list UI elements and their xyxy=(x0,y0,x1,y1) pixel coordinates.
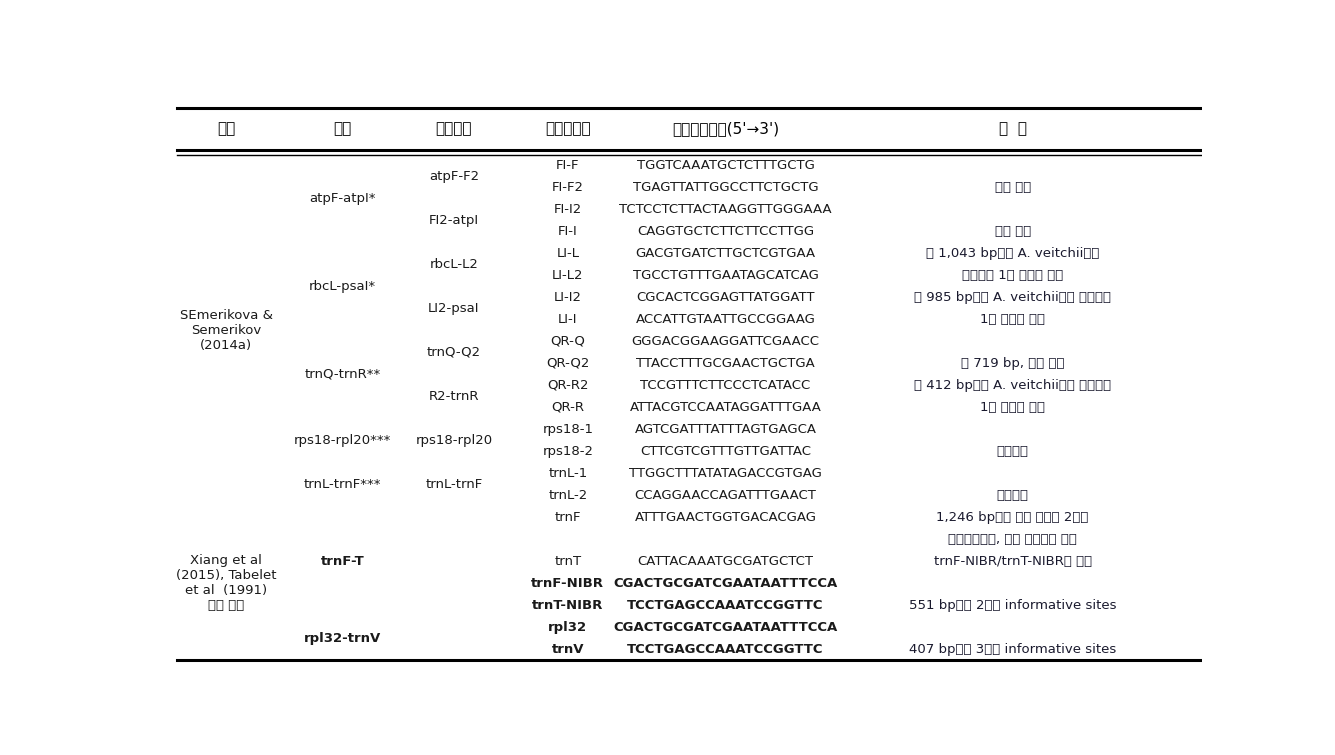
Text: LI-L2: LI-L2 xyxy=(553,269,583,282)
Text: FI-F: FI-F xyxy=(557,159,579,172)
Text: CATTACAAATGCGATGCTCT: CATTACAAATGCGATGCTCT xyxy=(638,555,813,568)
Text: TCCGTTTCTTCCCTCATACC: TCCGTTTCTTCCCTCATACC xyxy=(641,379,810,392)
Text: 증폭 실패: 증폭 실패 xyxy=(995,225,1031,238)
Text: TTACCTTTGCGAACTGCTGA: TTACCTTTGCGAACTGCTGA xyxy=(637,357,814,370)
Text: LI2-psaI: LI2-psaI xyxy=(429,302,479,315)
Text: 총 985 bp에서 A. veitchii만을 구분하는: 총 985 bp에서 A. veitchii만을 구분하는 xyxy=(914,291,1111,304)
Text: trnL-trnF***: trnL-trnF*** xyxy=(304,478,382,491)
Text: ATTTGAACTGGTGACACGAG: ATTTGAACTGGTGACACGAG xyxy=(634,511,817,524)
Text: Xiang et al
(2015), Tabelet
et al  (1991)
이번 연구: Xiang et al (2015), Tabelet et al (1991)… xyxy=(176,554,276,612)
Text: 발견되었으나, 실험 용이성을 위해: 발견되었으나, 실험 용이성을 위해 xyxy=(948,533,1077,546)
Text: FI-I2: FI-I2 xyxy=(554,203,582,216)
Text: rbcL-psaI*: rbcL-psaI* xyxy=(310,280,376,293)
Text: 프라이머서열(5'→3'): 프라이머서열(5'→3') xyxy=(672,122,780,137)
Text: 총 1,043 bp에서 A. veitchii만을: 총 1,043 bp에서 A. veitchii만을 xyxy=(926,247,1099,260)
Text: trnF-NIBR/trnT-NIBR을 사용: trnF-NIBR/trnT-NIBR을 사용 xyxy=(933,555,1092,568)
Text: CAGGTGCTCTTCTTCCTTGG: CAGGTGCTCTTCTTCCTTGG xyxy=(637,225,814,238)
Text: trnL-1: trnL-1 xyxy=(549,467,587,480)
Text: SEmerikova &
Semerikov
(2014a): SEmerikova & Semerikov (2014a) xyxy=(180,309,272,352)
Text: trnQ-Q2: trnQ-Q2 xyxy=(427,346,481,359)
Text: 증폭 실패: 증폭 실패 xyxy=(995,181,1031,194)
Text: LI-I: LI-I xyxy=(558,313,578,326)
Text: 증폭실패: 증폭실패 xyxy=(997,489,1029,502)
Text: atpF-atpI*: atpF-atpI* xyxy=(310,192,376,205)
Text: R2-trnR: R2-trnR xyxy=(429,390,479,403)
Text: ATTACGTCCAATAGGATTTGAA: ATTACGTCCAATAGGATTTGAA xyxy=(630,401,821,414)
Text: trnL-trnF: trnL-trnF xyxy=(426,478,483,491)
Text: CGCACTCGGAGTTATGGATT: CGCACTCGGAGTTATGGATT xyxy=(637,291,814,304)
Text: trnT: trnT xyxy=(554,555,581,568)
Text: rps18-rpl20: rps18-rpl20 xyxy=(415,434,493,447)
Text: 1개 싸이트 발견: 1개 싸이트 발견 xyxy=(980,313,1045,326)
Text: AGTCGATTTATTTAGTGAGCA: AGTCGATTTATTTAGTGAGCA xyxy=(634,423,817,436)
Text: 551 bp에서 2개의 informative sites: 551 bp에서 2개의 informative sites xyxy=(909,599,1116,612)
Text: atpF-F2: atpF-F2 xyxy=(429,170,479,183)
Text: TGAGTTATTGGCCTTCTGCTG: TGAGTTATTGGCCTTCTGCTG xyxy=(633,181,818,194)
Text: 1개 싸이트 발견: 1개 싸이트 발견 xyxy=(980,401,1045,414)
Text: trnT-NIBR: trnT-NIBR xyxy=(533,599,603,612)
Text: FI2-atpI: FI2-atpI xyxy=(429,214,479,227)
Text: ACCATTGTAATTGCCGGAAG: ACCATTGTAATTGCCGGAAG xyxy=(635,313,816,326)
Text: 증폭실패: 증폭실패 xyxy=(997,445,1029,458)
Text: trnQ-trnR**: trnQ-trnR** xyxy=(304,368,380,381)
Text: 구분하는 1개 싸이트 발견: 구분하는 1개 싸이트 발견 xyxy=(963,269,1063,282)
Text: CGACTGCGATCGAATAATTTCCA: CGACTGCGATCGAATAATTTCCA xyxy=(614,577,837,590)
Text: rbcL-L2: rbcL-L2 xyxy=(430,258,478,271)
Text: QR-Q2: QR-Q2 xyxy=(546,357,590,370)
Text: GACGTGATCTTGCTCGTGAA: GACGTGATCTTGCTCGTGAA xyxy=(635,247,816,260)
Text: 구간: 구간 xyxy=(334,122,352,137)
Text: rpl32-trnV: rpl32-trnV xyxy=(304,632,382,645)
Text: rpl32: rpl32 xyxy=(549,621,587,634)
Text: trnL-2: trnL-2 xyxy=(549,489,587,502)
Text: trnF: trnF xyxy=(554,511,581,524)
Text: trnF-NIBR: trnF-NIBR xyxy=(531,577,605,590)
Text: QR-R2: QR-R2 xyxy=(547,379,589,392)
Text: TTGGCTTTATATAGACCGTGAG: TTGGCTTTATATAGACCGTGAG xyxy=(629,467,822,480)
Text: LI-L: LI-L xyxy=(557,247,579,260)
Text: 출처: 출처 xyxy=(218,122,235,137)
Text: 비  고: 비 고 xyxy=(999,122,1027,137)
Text: rps18-1: rps18-1 xyxy=(542,423,593,436)
Text: GGGACGGAAGGATTCGAACC: GGGACGGAAGGATTCGAACC xyxy=(631,335,820,348)
Text: 프라이머명: 프라이머명 xyxy=(545,122,590,137)
Text: CTTCGTCGTTTGTTGATTAC: CTTCGTCGTTTGTTGATTAC xyxy=(639,445,812,458)
Text: rps18-rpl20***: rps18-rpl20*** xyxy=(294,434,391,447)
Text: 407 bp에서 3개의 informative sites: 407 bp에서 3개의 informative sites xyxy=(909,643,1116,656)
Text: TGGTCAAATGCTCTTTGCTG: TGGTCAAATGCTCTTTGCTG xyxy=(637,159,814,172)
Text: QR-R: QR-R xyxy=(551,401,585,414)
Text: TCCTGAGCCAAATCCGGTTC: TCCTGAGCCAAATCCGGTTC xyxy=(627,643,824,656)
Text: LI-I2: LI-I2 xyxy=(554,291,582,304)
Text: rps18-2: rps18-2 xyxy=(542,445,593,458)
Text: TCCTGAGCCAAATCCGGTTC: TCCTGAGCCAAATCCGGTTC xyxy=(627,599,824,612)
Text: trnV: trnV xyxy=(551,643,583,656)
Text: 총 719 bp, 변이 없음: 총 719 bp, 변이 없음 xyxy=(961,357,1064,370)
Text: trnF-T: trnF-T xyxy=(320,555,364,568)
Text: TCTCCTCTTACTAAGGTTGGGAAA: TCTCCTCTTACTAAGGTTGGGAAA xyxy=(619,203,832,216)
Text: TGCCTGTTTGAATAGCATCAG: TGCCTGTTTGAATAGCATCAG xyxy=(633,269,818,282)
Text: FI-I: FI-I xyxy=(558,225,578,238)
Text: 총 412 bp에서 A. veitchii만을 구분하는: 총 412 bp에서 A. veitchii만을 구분하는 xyxy=(914,379,1111,392)
Text: CGACTGCGATCGAATAATTTCCA: CGACTGCGATCGAATAATTTCCA xyxy=(614,621,837,634)
Text: CCAGGAACCAGATTTGAACT: CCAGGAACCAGATTTGAACT xyxy=(634,489,817,502)
Text: 1,246 bp에서 변이 싸이트 2개가: 1,246 bp에서 변이 싸이트 2개가 xyxy=(936,511,1089,524)
Text: QR-Q: QR-Q xyxy=(550,335,585,348)
Text: FI-F2: FI-F2 xyxy=(551,181,583,194)
Text: 세부구간: 세부구간 xyxy=(435,122,473,137)
